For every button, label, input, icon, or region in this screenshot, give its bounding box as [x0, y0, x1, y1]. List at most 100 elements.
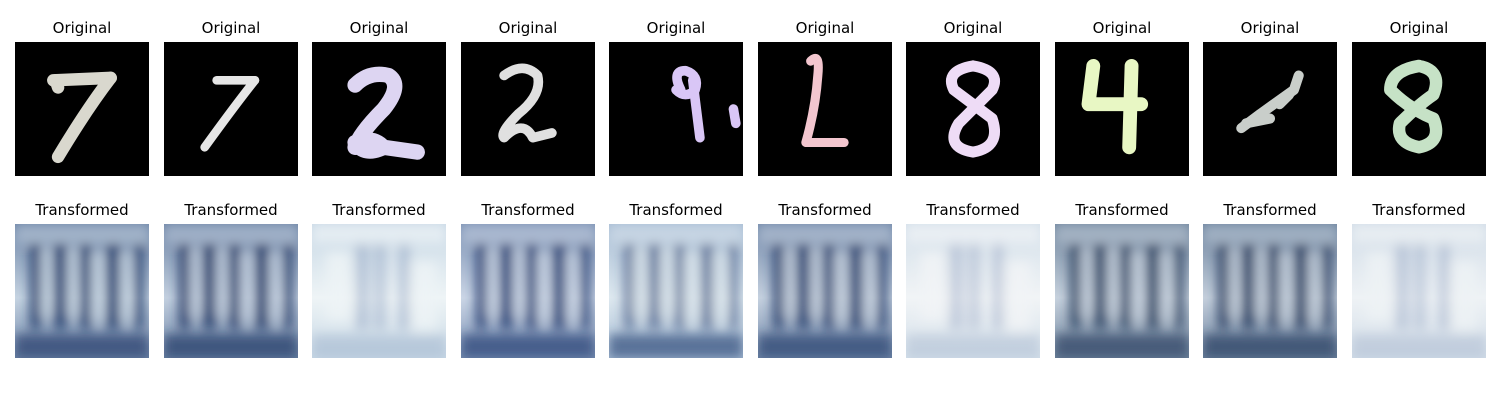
texture-highlight	[834, 252, 847, 320]
original-image	[164, 42, 298, 176]
texture-bar	[29, 243, 42, 330]
transformed-image-canvas	[906, 224, 1040, 358]
digit-stroke-segment	[728, 104, 741, 129]
transformed-image	[1055, 224, 1189, 358]
transformed-image-canvas	[758, 224, 892, 358]
texture-bottom-band	[15, 334, 149, 358]
digit-stroke-segment	[946, 60, 1001, 158]
digit-stroke	[671, 65, 741, 143]
texture-bar	[848, 243, 864, 330]
transformed-image	[164, 224, 298, 358]
texture-bar	[1322, 243, 1333, 330]
digit-stroke	[1081, 58, 1149, 155]
texture-highlight	[1006, 262, 1031, 330]
texture-bar	[202, 243, 217, 330]
texture-highlight	[1229, 247, 1239, 315]
texture-bottom-band	[164, 334, 298, 358]
blurred-texture	[609, 224, 743, 358]
texture-bottom-band	[312, 334, 446, 358]
texture-haze	[758, 224, 892, 244]
original-panel-title: Original	[1240, 19, 1300, 37]
texture-bar	[1119, 243, 1132, 330]
texture-bottom-band	[758, 334, 892, 358]
digit-stroke	[801, 53, 849, 148]
original-image-canvas	[1055, 42, 1189, 176]
texture-bar	[699, 243, 715, 330]
digit-stroke-segment	[347, 134, 392, 159]
texture-haze	[15, 224, 149, 244]
texture-bar	[1395, 243, 1410, 330]
transformed-image-canvas	[15, 224, 149, 358]
texture-highlight	[714, 252, 724, 320]
transformed-image-canvas	[1055, 224, 1189, 358]
texture-bar	[822, 243, 835, 330]
texture-highlight	[412, 262, 437, 330]
texture-haze	[164, 224, 298, 244]
transformed-image-canvas	[164, 224, 298, 358]
texture-bar	[355, 243, 370, 330]
original-image	[15, 42, 149, 176]
original-image-canvas	[164, 42, 298, 176]
texture-bar	[1267, 243, 1280, 330]
texture-bar	[796, 243, 811, 330]
texture-bar	[877, 243, 888, 330]
digit-stroke	[946, 60, 1001, 158]
transformed-image	[609, 224, 743, 358]
texture-bar	[283, 243, 294, 330]
texture-highlight	[566, 252, 576, 320]
texture-highlight	[1452, 262, 1477, 330]
image-background	[758, 42, 892, 176]
original-image-canvas	[1203, 42, 1337, 176]
transformed-image	[1352, 224, 1486, 358]
transformed-panel-title: Transformed	[184, 201, 278, 219]
texture-bar	[79, 243, 92, 330]
original-panel-title: Original	[1092, 19, 1152, 37]
texture-highlight	[1279, 252, 1292, 320]
original-panel-title: Original	[201, 19, 261, 37]
texture-bar	[992, 243, 1005, 330]
texture-bar	[105, 243, 121, 330]
digit-stroke	[47, 71, 117, 164]
texture-highlight	[190, 247, 200, 315]
texture-highlight	[635, 247, 645, 315]
texture-highlight	[784, 247, 794, 315]
blurred-texture	[758, 224, 892, 358]
texture-bar	[254, 243, 270, 330]
texture-highlight	[41, 247, 51, 315]
texture-highlight	[920, 252, 945, 320]
texture-highlight	[269, 252, 279, 320]
texture-haze	[312, 224, 446, 244]
texture-bar	[1069, 243, 1082, 330]
transformed-panel-title: Transformed	[629, 201, 723, 219]
texture-bar	[673, 243, 686, 330]
transformed-image-canvas	[461, 224, 595, 358]
original-image-canvas	[312, 42, 446, 176]
transformed-image	[15, 224, 149, 358]
blurred-texture	[906, 224, 1040, 358]
digit-stroke-segment	[1274, 89, 1295, 110]
texture-bar	[374, 243, 387, 330]
texture-bar	[134, 243, 145, 330]
digit-stroke	[347, 66, 425, 160]
texture-bar	[623, 243, 636, 330]
texture-bar	[949, 243, 964, 330]
texture-bar	[772, 243, 785, 330]
transformed-image-canvas	[609, 224, 743, 358]
digit-stroke-segment	[49, 74, 65, 94]
original-panel-title: Original	[52, 19, 112, 37]
transformed-image	[758, 224, 892, 358]
texture-highlight	[661, 247, 672, 315]
original-image	[758, 42, 892, 176]
texture-highlight	[863, 252, 873, 320]
texture-bottom-band	[461, 334, 595, 358]
texture-bar	[228, 243, 241, 330]
texture-highlight	[537, 252, 550, 320]
texture-haze	[461, 224, 595, 244]
transformed-image	[906, 224, 1040, 358]
digit-stroke-segment	[51, 71, 117, 164]
texture-highlight	[1255, 247, 1266, 315]
texture-bar	[1093, 243, 1108, 330]
texture-highlight	[120, 252, 130, 320]
texture-highlight	[91, 252, 104, 320]
